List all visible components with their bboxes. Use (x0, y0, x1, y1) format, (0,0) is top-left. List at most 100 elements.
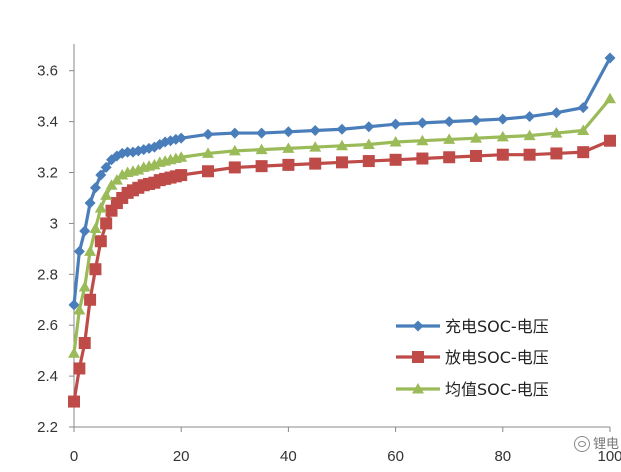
data-point (363, 121, 375, 133)
data-point (255, 160, 268, 173)
data-point (524, 111, 536, 123)
legend-marker (412, 351, 424, 363)
y-tick-label: 2.8 (37, 266, 58, 283)
data-point (94, 235, 107, 248)
data-point (309, 157, 322, 170)
data-point (228, 161, 241, 174)
data-point (68, 347, 80, 358)
data-point (282, 126, 294, 138)
data-point (79, 225, 91, 237)
data-point (228, 144, 241, 156)
data-point (336, 123, 348, 135)
y-tick-label: 2.4 (37, 368, 58, 385)
data-point (362, 155, 375, 168)
data-point (309, 125, 321, 137)
legend-label: 放电SOC-电压 (445, 348, 549, 367)
data-point (229, 127, 241, 139)
y-tick-label: 3.2 (37, 165, 58, 182)
legend-label: 充电SOC-电压 (445, 317, 549, 336)
data-point (100, 161, 112, 173)
data-point (389, 135, 402, 147)
data-point (470, 149, 482, 162)
x-tick-label: 0 (70, 448, 78, 465)
data-point (255, 143, 268, 155)
legend-item: 放电SOC-电压 (396, 348, 549, 367)
data-point (523, 129, 536, 141)
legend-marker (412, 320, 424, 332)
data-point (94, 202, 107, 213)
data-point (78, 281, 91, 292)
data-point (68, 299, 80, 311)
watermark: 锂电 (573, 433, 619, 452)
data-point (68, 395, 80, 408)
y-axis-ticks: 2.2 2.4 2.6 2.8 3 3.2 3.4 3.6 (37, 63, 74, 436)
data-point (604, 92, 616, 104)
data-point (577, 146, 590, 159)
data-point (577, 102, 589, 114)
y-tick-label: 3.6 (37, 63, 58, 80)
data-point (175, 151, 188, 162)
data-point (89, 222, 102, 234)
series-2 (68, 92, 616, 358)
x-tick-label: 80 (494, 448, 511, 465)
watermark-text: 锂电 (592, 436, 619, 452)
data-point (309, 141, 322, 152)
data-point (202, 165, 214, 178)
data-point (443, 133, 456, 144)
x-tick-label: 60 (387, 448, 404, 465)
data-point (202, 128, 214, 140)
data-point (336, 156, 348, 169)
series-0 (68, 52, 616, 311)
data-point (78, 337, 91, 350)
data-point (89, 263, 102, 276)
data-point (577, 124, 590, 136)
data-point (89, 182, 101, 194)
data-point (336, 139, 348, 151)
series-1 (68, 134, 616, 408)
data-point (389, 153, 402, 166)
data-point (84, 197, 96, 209)
y-tick-label: 3.4 (37, 114, 58, 131)
data-point (443, 151, 456, 164)
legend-marker (412, 383, 424, 394)
data-point (550, 147, 563, 160)
legend-item: 均值SOC-电压 (396, 380, 549, 399)
data-point (604, 134, 616, 147)
x-axis-ticks: 0 20 40 60 80 100 (70, 427, 621, 465)
data-point (73, 362, 86, 375)
data-point (497, 113, 509, 125)
data-point (202, 147, 214, 158)
y-tick-label: 3 (50, 215, 58, 232)
data-point (416, 152, 429, 165)
legend-label: 均值SOC-电压 (445, 380, 549, 399)
x-tick-label: 20 (173, 448, 190, 465)
x-tick-label: 100 (597, 448, 621, 465)
data-point (282, 142, 295, 153)
data-point (362, 138, 375, 150)
data-point (443, 116, 455, 128)
wechat-icon (573, 436, 590, 452)
y-tick-label: 2.6 (37, 317, 58, 334)
data-point (282, 158, 295, 171)
data-point (390, 118, 402, 130)
data-point (84, 293, 97, 306)
data-point (496, 130, 509, 142)
data-point (84, 245, 97, 256)
x-tick-label: 40 (280, 448, 297, 465)
data-point (523, 148, 536, 161)
data-point (470, 132, 482, 143)
data-point (470, 114, 482, 126)
data-point (95, 169, 107, 181)
data-point (604, 52, 616, 64)
legend-item: 充电SOC-电压 (396, 317, 549, 336)
data-point (496, 148, 509, 161)
data-point (100, 189, 113, 200)
y-tick-label: 2.2 (37, 419, 58, 436)
data-point (175, 132, 187, 144)
data-point (73, 245, 85, 257)
plot-series (68, 52, 616, 408)
data-point (550, 127, 563, 138)
data-point (416, 117, 428, 129)
